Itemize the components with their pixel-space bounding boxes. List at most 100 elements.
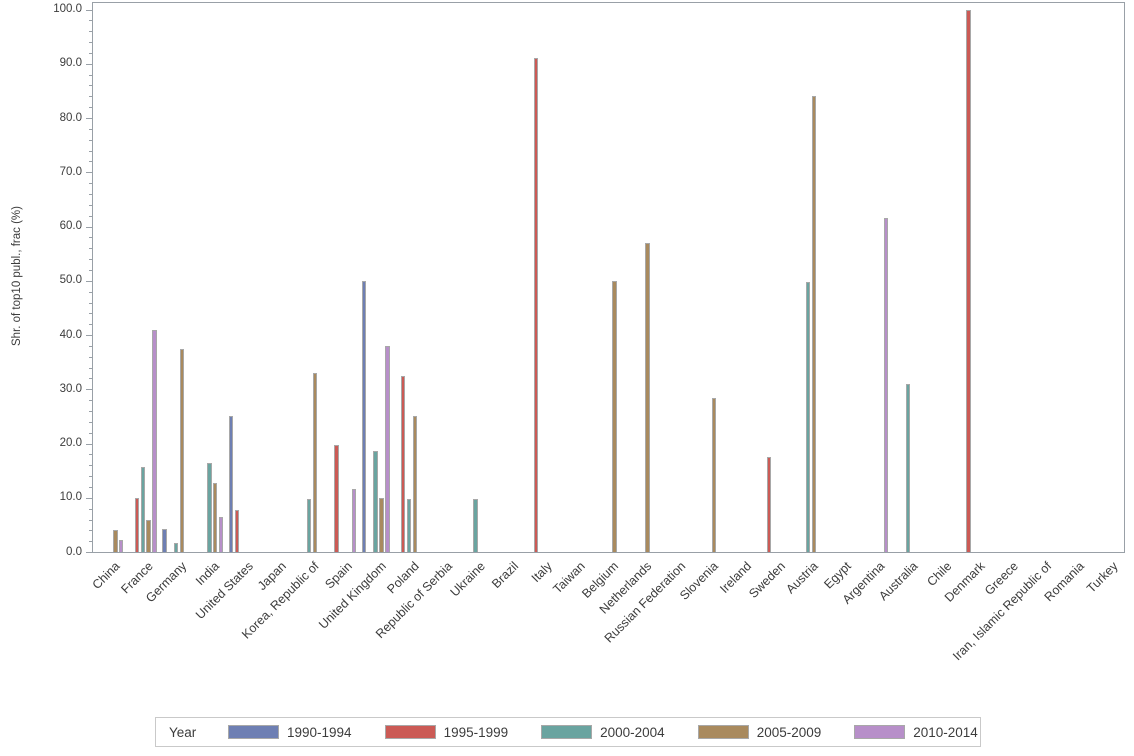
- legend-entries: 1990-1994 1995-1999 2000-2004 2005-2009 2010…: [228, 725, 1011, 740]
- bar-Poland-2000-2004: [406, 498, 412, 552]
- y-minor-tick: [88, 183, 92, 185]
- y-minor-tick: [88, 421, 92, 423]
- y-minor-tick: [88, 107, 92, 109]
- legend-entry-2000-2004: 2000-2004: [541, 725, 665, 740]
- legend-label: 2000-2004: [600, 724, 665, 740]
- y-minor-tick: [88, 530, 92, 532]
- y-minor-tick: [88, 128, 92, 130]
- y-major-tick: [86, 335, 92, 336]
- y-minor-tick: [88, 432, 92, 434]
- y-minor-tick: [88, 313, 92, 315]
- bar-Sweden-1995-1999: [766, 457, 772, 552]
- x-tick-label-Chile: Chile: [923, 559, 954, 590]
- bar-Germany-1990-1994: [162, 529, 167, 552]
- bar-France-2000-2004: [140, 466, 146, 552]
- y-minor-tick: [88, 302, 92, 304]
- y-minor-tick: [88, 486, 92, 488]
- bar-United States-1990-1994: [228, 416, 234, 552]
- legend-entry-1995-1999: 1995-1999: [384, 725, 508, 740]
- y-minor-tick: [88, 541, 92, 543]
- y-tick-label: 0.0: [66, 545, 82, 558]
- y-minor-tick: [88, 259, 92, 261]
- y-minor-tick: [88, 324, 92, 326]
- y-tick-label: 80.0: [59, 111, 82, 124]
- y-tick-label: 30.0: [59, 382, 82, 395]
- bar-Belgium-2005-2009: [612, 280, 617, 552]
- y-minor-tick: [88, 85, 92, 87]
- bar-Ukraine-2000-2004: [473, 498, 478, 552]
- y-tick-label: 10.0: [59, 491, 82, 504]
- bar-Germany-2005-2009: [179, 348, 185, 552]
- bar-Poland-2005-2009: [412, 416, 418, 552]
- legend-entry-2005-2009: 2005-2009: [697, 725, 821, 740]
- bar-Spain-1995-1999: [334, 444, 339, 552]
- y-minor-tick: [88, 74, 92, 76]
- y-minor-tick: [88, 215, 92, 217]
- y-major-tick: [86, 172, 92, 174]
- y-minor-tick: [88, 465, 92, 467]
- y-minor-tick: [88, 52, 92, 54]
- legend-label: 2010-2014: [913, 724, 978, 740]
- y-major-tick: [86, 9, 92, 11]
- y-minor-tick: [88, 291, 92, 293]
- bar-United Kingdom-2000-2004: [373, 450, 378, 552]
- y-tick-label: 100.0: [53, 3, 82, 15]
- bar-Austria-2000-2004: [805, 281, 811, 552]
- y-major-tick: [86, 226, 92, 228]
- bar-Netherlands-2005-2009: [645, 242, 650, 552]
- bar-France-2010-2014: [152, 329, 157, 552]
- y-minor-tick: [88, 411, 92, 412]
- y-minor-tick: [88, 161, 92, 163]
- y-minor-tick: [88, 356, 92, 358]
- legend-swatch-2005-2009: [697, 725, 749, 739]
- bar-India-2005-2009: [212, 483, 218, 552]
- y-tick-label: 40.0: [59, 328, 82, 341]
- x-tick-label-India: India: [193, 559, 223, 589]
- bar-United States-1995-1999: [234, 509, 240, 552]
- y-minor-tick: [88, 508, 92, 510]
- x-tick-label-Austria: Austria: [783, 559, 821, 597]
- plot-area: [92, 2, 1125, 553]
- bar-France-1995-1999: [134, 497, 140, 552]
- y-tick-label: 50.0: [59, 274, 82, 287]
- bar-Korea, Republic of-2005-2009: [312, 373, 318, 552]
- y-tick-label: 90.0: [59, 57, 82, 70]
- y-minor-tick: [88, 42, 92, 44]
- y-tick-label: 60.0: [59, 220, 82, 232]
- legend-title: Year: [169, 724, 197, 740]
- bar-Italy-1995-1999: [533, 58, 539, 552]
- y-minor-tick: [88, 139, 92, 141]
- y-minor-tick: [88, 20, 92, 22]
- bar-United Kingdom-1990-1994: [361, 280, 367, 552]
- bar-Denmark-1995-1999: [966, 9, 971, 552]
- bar-India-2000-2004: [207, 462, 212, 552]
- y-tick-label: 70.0: [59, 165, 82, 178]
- y-minor-tick: [88, 237, 92, 239]
- bar-France-2005-2009: [146, 519, 151, 552]
- bar-China-2005-2009: [113, 530, 118, 552]
- legend-entry-2010-2014: 2010-2014: [854, 725, 978, 740]
- bar-Austria-2005-2009: [811, 96, 817, 552]
- y-major-tick: [86, 497, 92, 499]
- legend-swatch-1990-1994: [228, 725, 279, 739]
- y-minor-tick: [88, 367, 92, 369]
- legend-entry-1990-1994: 1990-1994: [228, 725, 352, 740]
- y-minor-tick: [88, 248, 92, 250]
- y-minor-tick: [88, 204, 92, 206]
- x-tick-label-Sweden: Sweden: [745, 559, 788, 601]
- x-tick-label-Turkey: Turkey: [1083, 559, 1121, 596]
- bar-Germany-2000-2004: [173, 542, 179, 552]
- legend-swatch-2010-2014: [854, 725, 906, 739]
- y-minor-tick: [88, 345, 92, 347]
- y-minor-tick: [88, 454, 92, 456]
- legend: Year 1990-1994 1995-1999 2000-2004 2005-200…: [155, 717, 981, 747]
- legend-label: 1990-1994: [287, 724, 352, 740]
- y-axis-title: Shr. of top10 publ., frac (%): [11, 206, 23, 346]
- y-major-tick: [86, 443, 92, 445]
- y-minor-tick: [88, 150, 92, 152]
- bar-Poland-1995-1999: [400, 376, 406, 552]
- y-major-tick: [86, 118, 92, 119]
- bar-United Kingdom-2005-2009: [379, 497, 384, 552]
- x-tick-label-Brazil: Brazil: [489, 559, 522, 592]
- x-tick-label-Italy: Italy: [528, 559, 555, 586]
